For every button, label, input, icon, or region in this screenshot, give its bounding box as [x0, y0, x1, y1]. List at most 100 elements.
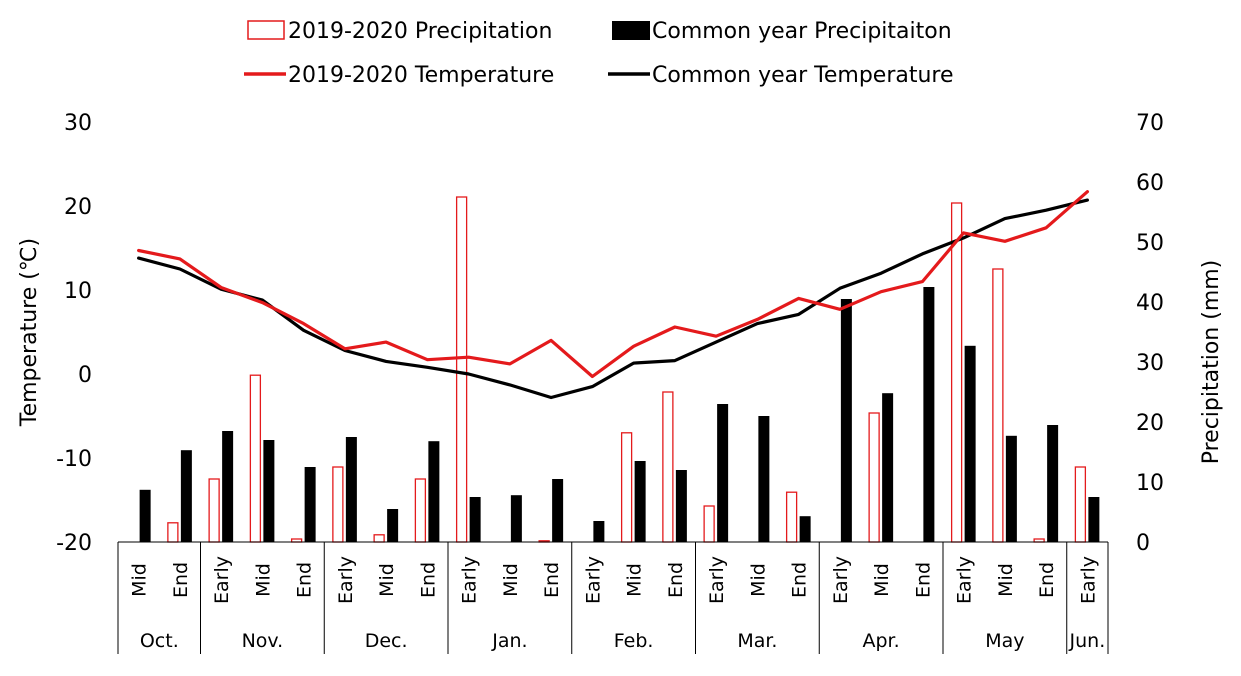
- precipitation-common-bar: [387, 509, 399, 542]
- precipitation-2019-2020-bars: [167, 196, 1087, 543]
- precipitation-common-bar: [593, 521, 605, 542]
- precipitation-common-bar: [634, 461, 646, 542]
- category-label: Early: [582, 556, 604, 604]
- right-tick-label: 0: [1136, 531, 1150, 556]
- category-label: Mid: [747, 563, 769, 597]
- category-label: End: [1036, 562, 1058, 598]
- precipitation-common-bar: [263, 440, 275, 542]
- precipitation-common-bar: [510, 495, 522, 542]
- precipitation-common-bar: [799, 516, 811, 542]
- left-tick-label: -10: [56, 447, 92, 472]
- left-tick-label: 10: [64, 279, 92, 304]
- legend: 2019-2020 Precipitation Common year Preci…: [244, 19, 954, 88]
- precipitation-common-bar: [345, 437, 357, 542]
- temperature-2019-2020-line: [137, 190, 1090, 379]
- precipitation-common-bar: [1047, 425, 1059, 542]
- category-label: Mid: [500, 563, 522, 597]
- precipitation-2019-2020-bar: [620, 432, 633, 543]
- temperature-common-line: [137, 198, 1090, 400]
- month-label: Feb.: [614, 630, 654, 652]
- right-tick-label: 30: [1136, 351, 1164, 376]
- right-tick-label: 40: [1136, 291, 1164, 316]
- right-tick-label: 60: [1136, 171, 1164, 196]
- left-tick-label: 20: [64, 195, 92, 220]
- precipitation-2019-2020-bar: [868, 412, 880, 543]
- category-label: Early: [954, 556, 976, 604]
- precipitation-2019-2020-bar: [950, 202, 963, 543]
- precipitation-common-bar: [139, 489, 151, 542]
- category-label: End: [294, 562, 316, 598]
- category-label: Early: [211, 556, 233, 604]
- right-tick-label: 70: [1136, 111, 1164, 136]
- right-tick-label: 50: [1136, 231, 1164, 256]
- legend-swatch-precipitation-common: [612, 21, 650, 40]
- precipitation-common-bar: [1088, 497, 1100, 542]
- month-label: Nov.: [242, 630, 284, 652]
- precipitation-2019-2020-bar: [703, 505, 715, 543]
- precipitation-common-bar: [882, 393, 894, 542]
- category-label: Mid: [129, 563, 151, 597]
- precipitation-common-bar: [675, 470, 687, 542]
- category-label: Early: [335, 556, 357, 604]
- precipitation-2019-2020-bar: [1074, 466, 1087, 543]
- precipitation-2019-2020-bar: [249, 374, 262, 543]
- precipitation-common-bar: [840, 299, 852, 542]
- precipitation-2019-2020-bar: [373, 534, 385, 543]
- precipitation-2019-2020-bar: [455, 196, 468, 543]
- month-label: Apr.: [863, 630, 900, 652]
- category-label: Mid: [624, 563, 646, 597]
- category-label: Mid: [252, 563, 274, 597]
- legend-label: 2019-2020 Precipitation: [288, 19, 552, 44]
- category-label: End: [417, 562, 439, 598]
- precipitation-common-bars: [139, 287, 1100, 542]
- precipitation-2019-2020-bar: [662, 391, 674, 543]
- category-label: End: [912, 562, 934, 598]
- right-tick-label: 20: [1136, 411, 1164, 436]
- right-tick-label: 10: [1136, 471, 1164, 496]
- left-tick-label: 0: [78, 363, 92, 388]
- precipitation-common-bar: [758, 416, 770, 542]
- precipitation-common-bar: [180, 450, 192, 542]
- precipitation-common-bar: [923, 287, 935, 542]
- category-label: End: [665, 562, 687, 598]
- left-tick-label: -20: [56, 531, 92, 556]
- category-label: Mid: [995, 563, 1017, 597]
- category-label: Early: [1077, 556, 1099, 604]
- legend-label: Common year Temperature: [652, 63, 954, 88]
- precipitation-common-bar: [222, 431, 234, 542]
- category-label: Early: [830, 556, 852, 604]
- precipitation-2019-2020-bar: [332, 466, 344, 543]
- legend-label: 2019-2020 Temperature: [288, 63, 554, 88]
- right-axis-title: Precipitation (mm): [1199, 260, 1224, 465]
- left-axis-title: Temperature (℃): [17, 238, 42, 427]
- precipitation-common-bar: [469, 497, 481, 542]
- precipitation-2019-2020-bar: [785, 491, 798, 543]
- month-label: Mar.: [737, 630, 777, 652]
- precipitation-2019-2020-bar: [414, 478, 427, 543]
- precipitation-2019-2020-bar: [208, 478, 220, 543]
- category-label: Mid: [376, 563, 398, 597]
- legend-label: Common year Precipitaiton: [652, 19, 952, 44]
- precipitation-common-bar: [552, 479, 564, 542]
- precipitation-common-bar: [964, 345, 976, 542]
- month-label: May: [985, 630, 1024, 652]
- precipitation-common-bar: [428, 441, 440, 542]
- x-axis: Mid End Early Mid End Early Mid End Early Mid End E…: [117, 541, 1109, 654]
- category-label: Early: [706, 556, 728, 604]
- right-y-axis: 70 60 50 40 30 20 10 0: [1136, 111, 1164, 556]
- temperature-lines: [137, 190, 1090, 400]
- category-label: End: [789, 562, 811, 598]
- precipitation-2019-2020-bar: [167, 522, 179, 543]
- category-label: Mid: [871, 563, 893, 597]
- month-label: Dec.: [365, 630, 408, 652]
- category-label: End: [541, 562, 563, 598]
- precipitation-common-bar: [717, 404, 729, 542]
- month-label: Oct.: [140, 630, 179, 652]
- legend-swatch-precipitation-2019-2020: [247, 20, 285, 40]
- precipitation-2019-2020-bar: [992, 268, 1004, 543]
- category-label: Early: [459, 556, 481, 604]
- left-y-axis: 30 20 10 0 -10 -20: [56, 111, 92, 556]
- left-tick-label: 30: [64, 111, 92, 136]
- category-label: End: [170, 562, 192, 598]
